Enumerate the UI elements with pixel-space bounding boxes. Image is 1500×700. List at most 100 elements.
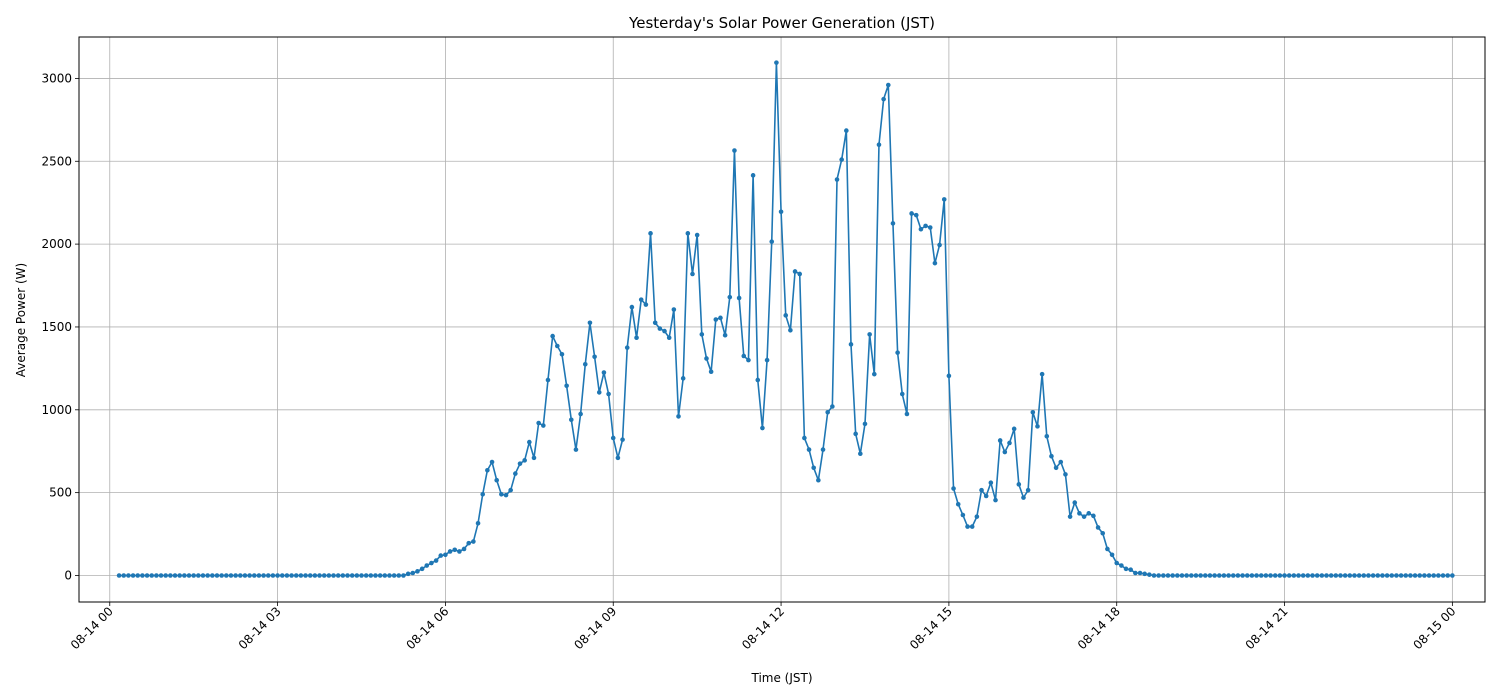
data-point (1282, 573, 1287, 578)
data-point (1142, 571, 1147, 577)
data-point (885, 82, 891, 88)
data-point (979, 487, 984, 493)
data-point (331, 573, 336, 578)
data-point (909, 211, 914, 216)
data-point (1044, 434, 1050, 439)
data-point (708, 369, 714, 374)
data-point (1380, 573, 1385, 578)
data-point (293, 573, 299, 578)
data-point (1440, 573, 1446, 578)
x-tick-label: 08-14 21 (1243, 604, 1291, 652)
data-point (1394, 573, 1399, 578)
data-point (783, 313, 789, 318)
plot-frame (78, 36, 1486, 603)
data-point (1151, 573, 1157, 578)
data-point (671, 307, 677, 312)
data-point (527, 439, 532, 445)
data-point (774, 60, 779, 65)
data-point (382, 573, 388, 578)
data-point (1375, 573, 1381, 578)
y-tick-label: 500 (49, 486, 72, 500)
data-point (1109, 552, 1115, 558)
data-point (904, 411, 910, 417)
data-point (899, 391, 905, 397)
data-point (163, 573, 169, 578)
data-point (1179, 573, 1185, 578)
data-point (1398, 573, 1404, 578)
data-point (345, 573, 350, 578)
data-point (1170, 573, 1175, 578)
data-point (1422, 573, 1427, 578)
data-point (1240, 573, 1245, 578)
data-point (265, 573, 271, 578)
data-point (872, 371, 877, 377)
data-point (410, 570, 416, 576)
data-point (1128, 567, 1133, 572)
chart-title: Yesterday's Solar Power Generation (JST) (628, 14, 935, 32)
x-axis-ticks: 08-14 00 08-14 03 08-14 06 08-14 09 08-14 12… (68, 602, 1458, 652)
data-point (997, 438, 1003, 443)
data-point (196, 573, 201, 578)
data-point (713, 317, 719, 322)
data-point (685, 231, 691, 236)
data-point (666, 335, 672, 341)
data-point (270, 573, 276, 578)
data-point (816, 477, 821, 483)
data-point (116, 573, 122, 578)
data-point (629, 304, 635, 310)
data-point (1156, 573, 1161, 578)
data-point (1175, 573, 1180, 578)
data-point (969, 524, 975, 529)
data-point (275, 573, 280, 578)
data-point (177, 573, 182, 578)
data-point (606, 391, 611, 397)
data-point (862, 421, 868, 427)
data-point (750, 173, 756, 178)
data-point (1202, 573, 1208, 578)
data-point (499, 492, 504, 497)
data-point (1198, 573, 1203, 578)
data-point (592, 354, 597, 360)
x-tick-label: 08-15 00 (1410, 604, 1458, 652)
data-point (140, 573, 145, 578)
data-point (1072, 500, 1078, 505)
data-point (746, 357, 751, 363)
data-point (918, 226, 924, 232)
data-point (1389, 573, 1395, 578)
data-point (340, 573, 346, 578)
data-point (541, 423, 546, 428)
data-point (1230, 573, 1236, 578)
data-point (363, 573, 369, 578)
x-tick-label: 08-14 03 (236, 604, 284, 652)
series-line-group (119, 61, 1453, 577)
data-point (578, 411, 583, 417)
data-point (582, 361, 588, 367)
x-axis-label: Time (JST) (750, 671, 812, 685)
data-point (634, 335, 639, 341)
data-point (1244, 573, 1250, 578)
data-point (1081, 514, 1087, 519)
data-point (1347, 573, 1353, 578)
data-point (1207, 573, 1213, 578)
data-point (377, 573, 383, 578)
data-point (536, 420, 541, 426)
data-point (811, 465, 816, 471)
data-point (643, 302, 649, 307)
data-point (559, 351, 565, 357)
y-tick-label: 3000 (41, 71, 72, 85)
data-point (960, 512, 966, 518)
data-point (802, 435, 807, 441)
data-point (769, 239, 775, 244)
data-point (1272, 573, 1278, 578)
data-point (1077, 511, 1082, 516)
data-point (186, 573, 192, 578)
data-point (1333, 573, 1339, 578)
data-point (624, 345, 630, 350)
data-point (1235, 573, 1241, 578)
x-tick-label: 08-14 06 (403, 604, 451, 652)
data-point (513, 471, 518, 476)
data-point (927, 225, 933, 230)
data-point (373, 573, 378, 578)
data-point (1450, 573, 1455, 578)
data-point (965, 524, 970, 529)
